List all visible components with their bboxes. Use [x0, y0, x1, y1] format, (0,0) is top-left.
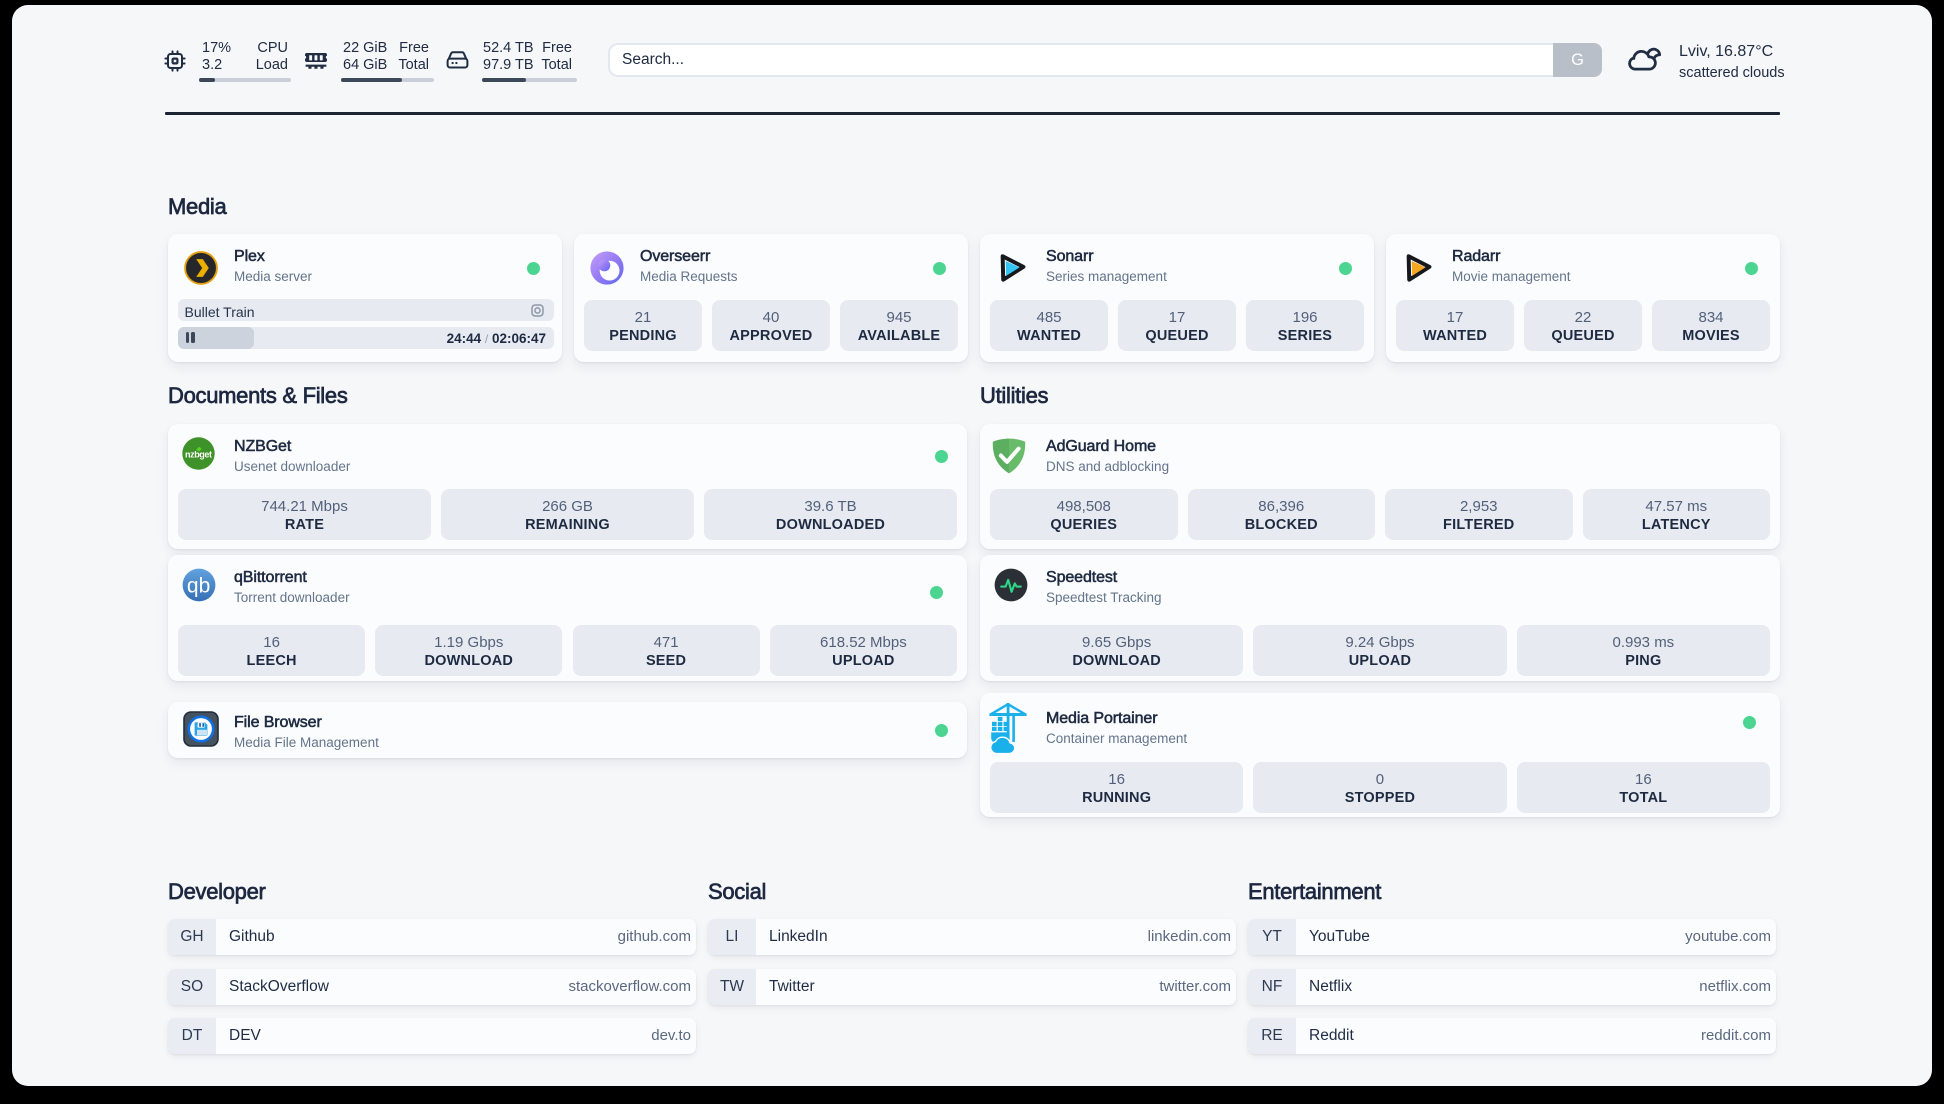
svg-text:nzbget: nzbget	[185, 449, 212, 459]
svg-text:qb: qb	[187, 575, 210, 598]
